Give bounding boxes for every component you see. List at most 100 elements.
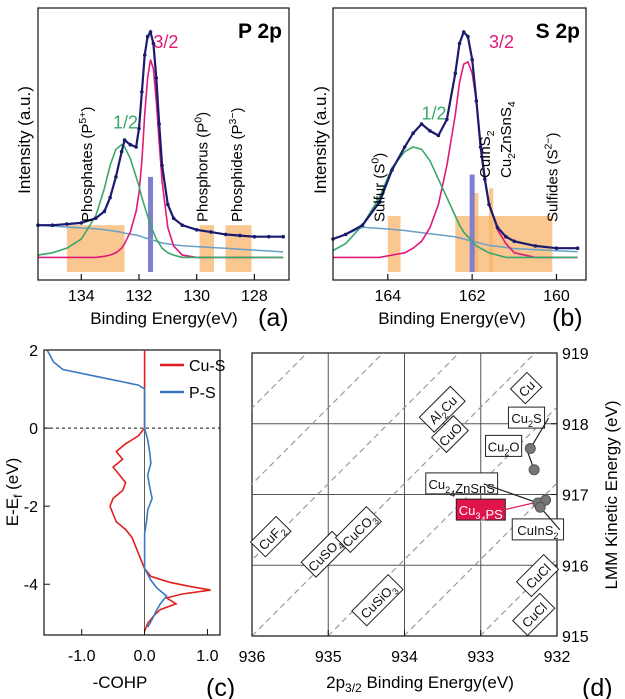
compound-label-12: CuCl: [515, 553, 560, 598]
compound-label-box: [515, 553, 560, 598]
data-point: [267, 234, 271, 239]
compound-label-box: [351, 573, 404, 627]
panel-b-curves: [331, 29, 580, 259]
auger-parameter-line: [252, 353, 460, 561]
panel-c-frame: [43, 349, 221, 636]
data-point: [65, 222, 69, 226]
peak-label-1: 1/2: [113, 113, 138, 133]
compound-label-text-sub: 2: [528, 419, 533, 429]
data-point: [102, 209, 107, 214]
compound-label-11: CuSiO3: [351, 573, 404, 627]
region-label-2-main: Cu: [498, 159, 515, 178]
background-curve: [37, 224, 284, 253]
data-point: [533, 244, 538, 248]
y-tick-label: -4: [24, 577, 38, 594]
region-label-2-sub: 2: [506, 153, 518, 159]
compound-label-text-tail: PS: [486, 507, 504, 522]
fit-3-2-curve: [333, 60, 578, 259]
panel-b-frame: [332, 7, 587, 281]
data-curve: [332, 29, 578, 250]
data-point: [487, 202, 491, 207]
data-point: [171, 216, 176, 221]
panel-a-ticks: 134 132 130 128: [68, 274, 268, 305]
compound-label-text: Cu34PS: [459, 503, 503, 525]
x-tick-label: 132: [126, 288, 153, 305]
data-point: [504, 234, 508, 239]
panel-c-ylabel: E-Ef (eV): [3, 458, 25, 527]
panel-b-xlabel: Binding Energy(eV): [378, 309, 525, 328]
region-label-2: Phosphides (P3−): [227, 107, 246, 222]
peak-label-0: 3/2: [153, 32, 178, 52]
panel-b-letter: (b): [552, 304, 583, 332]
region-label-2-main: Phosphides (P: [229, 124, 246, 222]
x-tick-label: 935: [315, 649, 342, 666]
region-label-1-main: Phosphorus (P: [194, 123, 211, 222]
region-label-1-sub: 2: [485, 130, 497, 136]
x-tick-label: 0.0: [133, 648, 155, 665]
region-label-0-tail: ): [371, 153, 388, 158]
compound-label-box: [418, 385, 466, 433]
data-point: [281, 234, 286, 239]
panel-a-xlabel: Binding Energy(eV): [90, 309, 237, 328]
data-point: [93, 216, 98, 221]
region-label-0-sup: 0: [369, 158, 381, 164]
region-label-3-sup: 2−: [542, 137, 554, 149]
data-point: [419, 122, 424, 126]
series-p-s-line: [46, 349, 168, 628]
data-point: [377, 200, 382, 204]
compound-label-text: Cu2S: [511, 411, 542, 429]
compound-label-box: [511, 518, 565, 541]
compound-label-text-sub: 4: [336, 541, 347, 552]
region-label-0: Sulfur (S0): [369, 153, 388, 222]
panel-c-xlabel: -COHP: [93, 673, 148, 692]
x-tick-label: 933: [467, 649, 494, 666]
compound-label-box: [507, 406, 546, 429]
compound-label-text-main: Cu: [428, 477, 445, 492]
peak-label-0: 3/2: [489, 32, 514, 52]
data-point: [445, 117, 449, 122]
x-tick-label: 128: [241, 288, 268, 305]
data-curve: [38, 29, 284, 238]
region-label-3-tail: ): [544, 132, 561, 137]
region-label-3-main: Sulfides (S: [544, 149, 561, 222]
compound-label-7: CuInS2: [511, 518, 565, 541]
compound-label-text-sub: 2: [440, 410, 451, 421]
data-point-4: [534, 501, 546, 513]
compound-label-text: Cu24ZnSnS: [428, 477, 495, 499]
region-label-2-sub2: 4: [506, 101, 518, 107]
shaded-band-2: [474, 193, 479, 272]
leader-line: [483, 483, 539, 504]
compound-label-text-sub: 3: [390, 586, 401, 597]
compound-label-box: [334, 505, 382, 554]
shaded-band-0: [387, 216, 401, 272]
leader-line: [529, 417, 550, 449]
data-point: [457, 41, 462, 46]
data-point: [238, 233, 242, 238]
x-tick-label: 932: [544, 649, 571, 666]
y-tick-label: 919: [562, 346, 589, 363]
compound-label-3: Cu2S: [507, 406, 546, 429]
data-point: [436, 133, 441, 138]
y-tick-label: 916: [562, 558, 589, 575]
region-label-0-main: Phosphates (P: [79, 124, 96, 222]
y-tick-label: 918: [562, 417, 589, 434]
compound-label-text-sub2: 4: [480, 515, 485, 525]
data-point: [461, 30, 466, 34]
data-point: [142, 53, 147, 57]
region-label-0: Phosphates (P5+): [77, 107, 96, 222]
compound-label-box: [430, 415, 469, 454]
panel-d-ticks: 936 935 934 933 932 919 918 917 916 915: [239, 346, 589, 666]
compound-label-text-main: CuInS: [517, 523, 553, 538]
compound-label-text-sub: 3: [370, 516, 381, 527]
panel-a-letter: (a): [258, 304, 289, 332]
data-point: [402, 145, 407, 149]
panel-d-points: [524, 443, 552, 513]
compound-label-text-sub: 2: [445, 485, 450, 495]
region-label-0-main: Sulfur (S: [371, 164, 388, 222]
peak-label-1: 1/2: [422, 103, 447, 123]
fit-1-2-curve: [37, 143, 284, 259]
compound-label-0: Cu: [509, 371, 543, 405]
legend-p-s-label: P-S: [189, 385, 216, 402]
shaded-band-1: [199, 225, 214, 272]
